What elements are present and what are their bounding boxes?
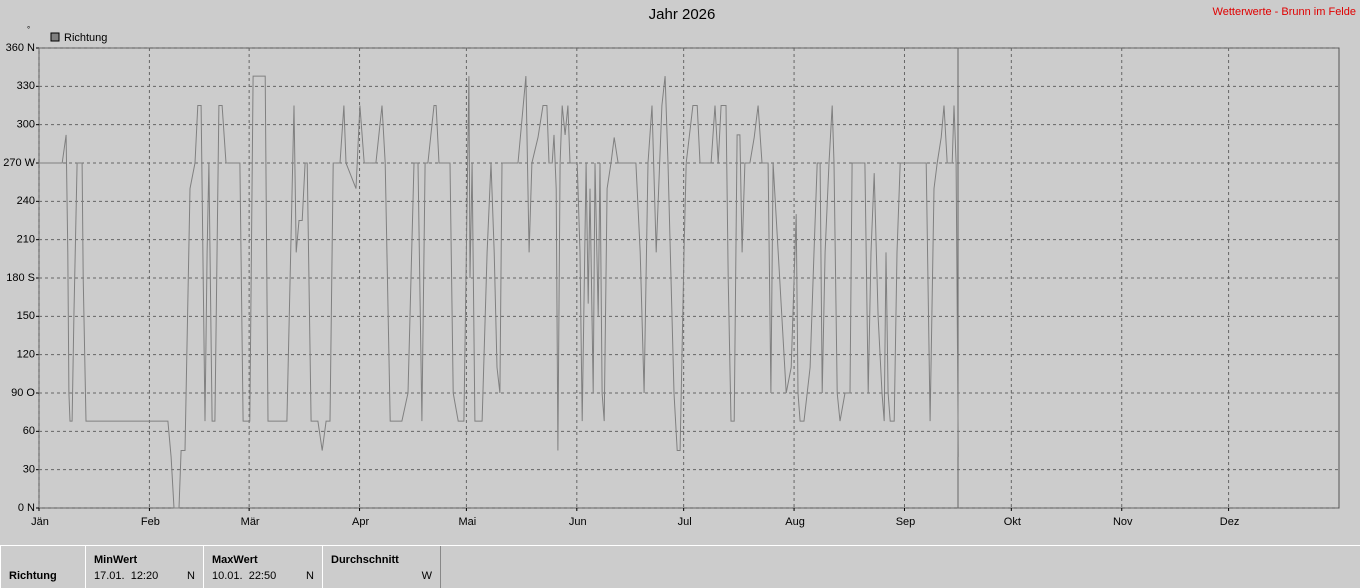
min-cell: MinWert 17.01. 12:20 N — [85, 546, 204, 588]
y-tick-label: 210 — [17, 234, 35, 246]
row-label-cell: Richtung — [0, 546, 86, 588]
time: 17.01. 12:20 — [94, 570, 159, 582]
x-tick-label: Mär — [241, 516, 260, 528]
y-tick-label: 60 — [23, 425, 35, 437]
x-tick-label: Mai — [459, 516, 477, 528]
max-cell: MaxWert 10.01. 22:50 N — [203, 546, 323, 588]
x-tick-label: Okt — [1004, 516, 1021, 528]
y-tick-label: 150 — [17, 310, 35, 322]
header: Durchschnitt — [331, 554, 399, 566]
y-tick-label: 120 — [17, 349, 35, 361]
y-tick-label: 90 O — [11, 387, 35, 399]
x-tick-label: Aug — [785, 516, 805, 528]
x-tick-label: Feb — [141, 516, 160, 528]
y-tick-label: 30 — [23, 464, 35, 476]
x-tick-label: Sep — [896, 516, 916, 528]
y-tick-label: 0 N — [18, 502, 35, 514]
y-tick-label: 300 — [17, 119, 35, 131]
y-tick-label: 180 S — [6, 272, 35, 284]
y-tick-label: 270 W — [3, 157, 35, 169]
source: Wetterwerte - Brunn im Felde — [1213, 6, 1356, 18]
legend-swatch — [50, 32, 60, 42]
header: MaxWert — [212, 554, 258, 566]
header: MinWert — [94, 554, 138, 566]
x-tick-label: Jul — [678, 516, 692, 528]
y-tick-label: 330 — [17, 80, 35, 92]
x-tick-label: Apr — [352, 516, 369, 528]
summary-table: Richtung MinWert 17.01. 12:20 N MaxWert 10.… — [0, 545, 1360, 588]
value: N — [187, 570, 195, 582]
y-tick-label: 240 — [17, 195, 35, 207]
x-tick-label: Jun — [569, 516, 587, 528]
value: N — [306, 570, 314, 582]
time: 10.01. 22:50 — [212, 570, 277, 582]
chart-title: Jahr 2026 — [649, 6, 716, 23]
row-label: Richtung — [9, 570, 57, 582]
legend-label: Richtung — [64, 32, 107, 44]
data-line — [39, 75, 959, 509]
value: W — [421, 570, 432, 582]
y-unit: ° — [27, 25, 30, 34]
chart: Jahr 2026 Wetterwerte - Brunn im Felde °… — [3, 6, 1356, 528]
avg-cell: Durchschnitt W — [322, 546, 441, 588]
x-tick-label: Dez — [1220, 516, 1240, 528]
x-tick-label: Jän — [31, 516, 49, 528]
y-tick-label: 360 N — [6, 42, 35, 54]
x-tick-label: Nov — [1113, 516, 1133, 528]
